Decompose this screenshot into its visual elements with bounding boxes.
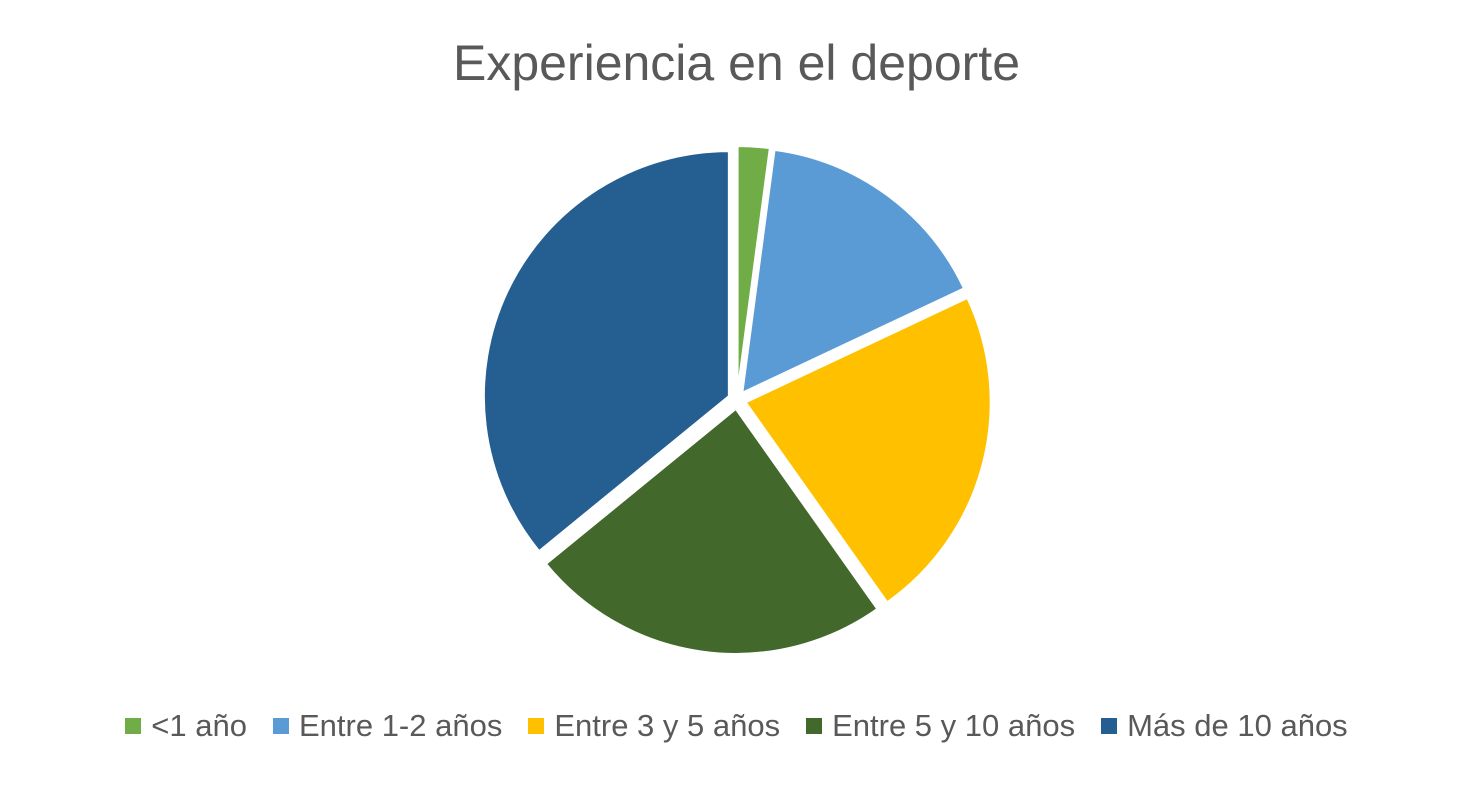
legend-swatch [1101,718,1118,734]
legend-label: Entre 3 y 5 años [554,708,781,743]
legend-item-entre-3-y-5-anos: Entre 3 y 5 años [528,708,780,744]
pie-slice-entre-1-2-anos [741,148,966,395]
legend-label: <1 año [151,708,247,743]
pie-slice-entre-5-y-10-anos [544,407,879,655]
legend-swatch [528,718,545,734]
legend-swatch [272,718,289,734]
pie-slice-mas-de-10-anos [482,150,730,553]
chart-legend: <1 año Entre 1-2 años Entre 3 y 5 años Entr… [0,708,1473,744]
legend-swatch [806,718,823,734]
pie-slice-entre-3-y-5-anos [744,296,992,604]
legend-item-entre-5-y-10-anos: Entre 5 y 10 años [806,708,1075,744]
pie-slice-lt-1-ano [736,145,771,392]
legend-label: Entre 5 y 10 años [832,708,1076,743]
legend-label: Más de 10 años [1127,708,1348,743]
legend-swatch [125,718,142,734]
legend-item-lt-1-ano: <1 año [125,708,247,744]
legend-label: Entre 1-2 años [298,708,503,743]
legend-item-entre-1-2-anos: Entre 1-2 años [272,708,503,744]
chart-title: Experiencia en el deporte [452,35,1021,91]
legend-item-mas-de-10-anos: Más de 10 años [1101,708,1348,744]
